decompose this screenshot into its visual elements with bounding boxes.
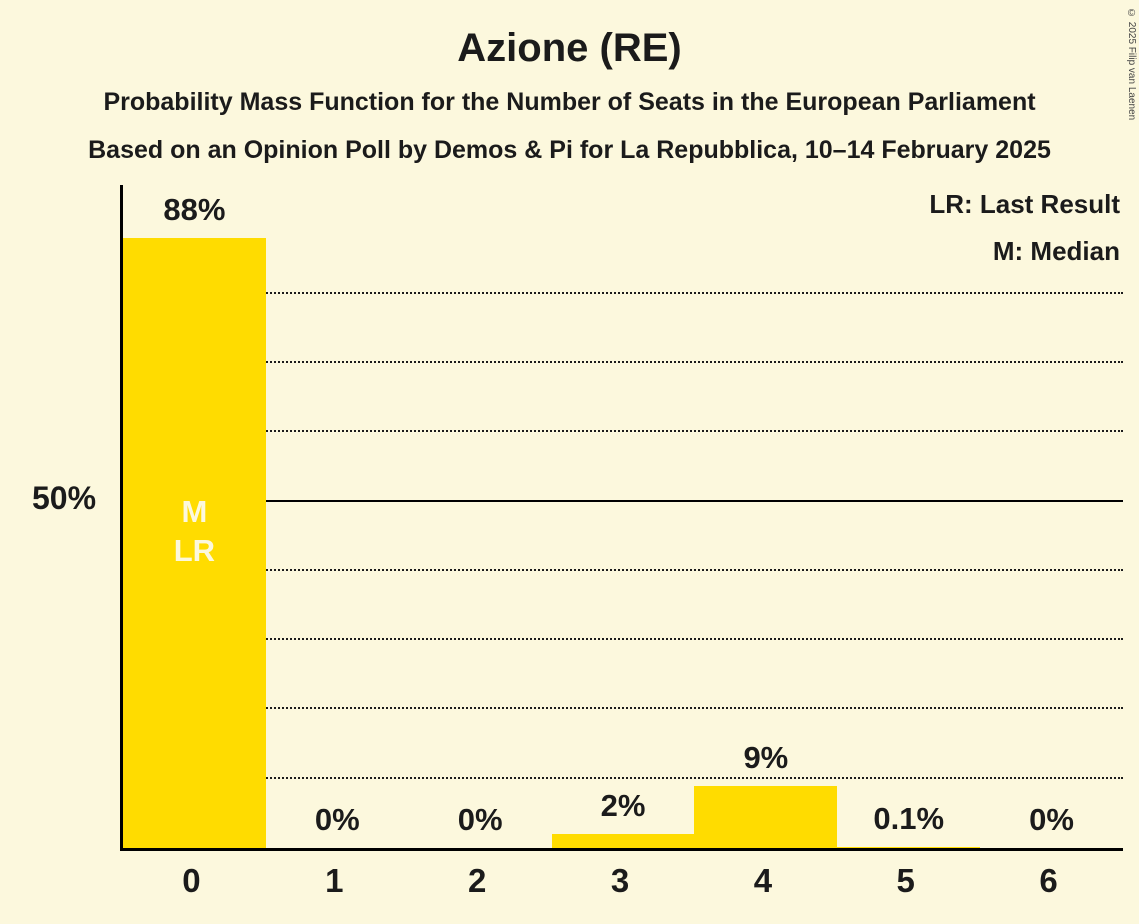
legend: LR: Last Result M: Median bbox=[929, 181, 1120, 275]
gridline-30pct bbox=[123, 638, 1123, 641]
bar-slot-5: 0.1% bbox=[837, 185, 981, 848]
copyright-text: © 2025 Filip van Laenen bbox=[1126, 8, 1137, 121]
value-label-4: 9% bbox=[743, 739, 789, 775]
gridline-20pct bbox=[123, 707, 1123, 710]
bar-slot-0: 88% bbox=[123, 185, 266, 848]
x-tick-label-3: 3 bbox=[610, 862, 630, 899]
x-tick-label-6: 6 bbox=[1039, 862, 1058, 899]
y-axis-tick-label-50: 50% bbox=[31, 480, 97, 516]
legend-median: M: Median bbox=[992, 236, 1120, 266]
x-tick-label-1: 1 bbox=[325, 862, 344, 899]
bar-5 bbox=[837, 847, 981, 848]
value-label-6: 0% bbox=[1029, 802, 1074, 837]
value-label-2: 0% bbox=[457, 802, 503, 837]
bar-0 bbox=[123, 238, 266, 848]
gridline-70pct bbox=[123, 361, 1123, 364]
gridline-10pct bbox=[123, 776, 1123, 779]
bar-slot-4: 9% bbox=[694, 185, 838, 848]
x-tick-label-0: 0 bbox=[182, 862, 201, 899]
x-tick-label-4: 4 bbox=[753, 862, 773, 899]
value-label-5: 0.1% bbox=[873, 801, 945, 837]
chart-subtitle-line1: Probability Mass Function for the Number… bbox=[103, 88, 1036, 116]
chart-title: Azione (RE) bbox=[457, 26, 682, 70]
legend-last-result: LR: Last Result bbox=[929, 189, 1120, 219]
gridline-80pct bbox=[123, 291, 1123, 294]
median-last-result-annotation: M LR bbox=[123, 492, 266, 570]
bar-4 bbox=[694, 785, 838, 848]
x-tick-label-2: 2 bbox=[467, 862, 487, 899]
bar-slot-3: 2% bbox=[551, 185, 695, 848]
bar-slot-1: 0% bbox=[266, 185, 409, 848]
value-label-1: 0% bbox=[314, 802, 360, 837]
bar-slot-2: 0% bbox=[409, 185, 552, 848]
gridline-60pct bbox=[123, 430, 1123, 433]
bar-3 bbox=[551, 834, 695, 848]
gridline-50pct-solid bbox=[123, 499, 1123, 502]
annotation-line-m: M bbox=[181, 494, 208, 529]
annotation-line-lr: LR bbox=[173, 533, 216, 568]
x-tick-label-5: 5 bbox=[896, 862, 915, 899]
gridline-40pct bbox=[123, 568, 1123, 571]
plot-area: 88% 0% 0% 2% 9% 0.1% 0% M LR bbox=[120, 185, 1123, 851]
value-label-3: 2% bbox=[600, 788, 646, 824]
value-label-0: 88% bbox=[163, 192, 226, 228]
x-axis-tick-labels: 0 1 2 3 4 5 6 bbox=[120, 862, 1120, 900]
chart-subtitle-line2: Based on an Opinion Poll by Demos & Pi f… bbox=[88, 136, 1051, 164]
bar-slot-6: 0% bbox=[980, 185, 1123, 848]
